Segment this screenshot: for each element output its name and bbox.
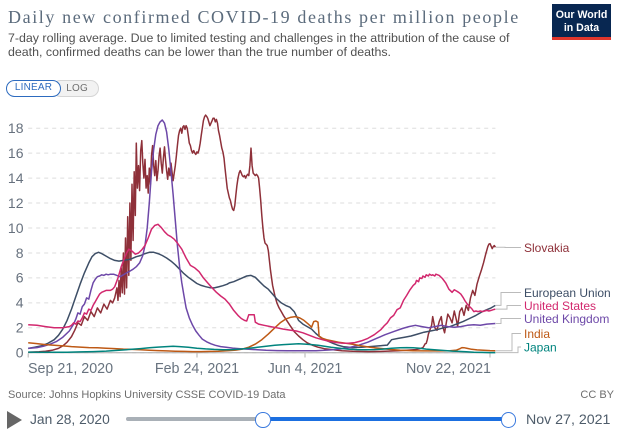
svg-text:2: 2	[16, 320, 24, 336]
svg-text:12: 12	[8, 195, 24, 211]
svg-text:14: 14	[8, 170, 24, 186]
svg-text:United Kingdom: United Kingdom	[524, 312, 609, 326]
svg-text:Jun 4, 2021: Jun 4, 2021	[268, 361, 343, 377]
svg-text:10: 10	[8, 220, 24, 236]
svg-text:Nov 22, 2021: Nov 22, 2021	[406, 361, 491, 377]
svg-text:European Union: European Union	[524, 286, 611, 300]
svg-text:18: 18	[8, 120, 24, 136]
svg-text:Japan: Japan	[524, 341, 557, 355]
svg-text:Feb 24, 2021: Feb 24, 2021	[155, 361, 239, 377]
svg-text:16: 16	[8, 145, 24, 161]
svg-text:United States: United States	[524, 299, 596, 313]
svg-text:4: 4	[16, 295, 24, 311]
svg-text:India: India	[524, 327, 550, 341]
svg-text:0: 0	[16, 345, 24, 361]
svg-text:Slovakia: Slovakia	[524, 241, 570, 255]
svg-text:6: 6	[16, 270, 24, 286]
svg-text:8: 8	[16, 245, 24, 261]
svg-text:Sep 21, 2020: Sep 21, 2020	[28, 361, 113, 377]
